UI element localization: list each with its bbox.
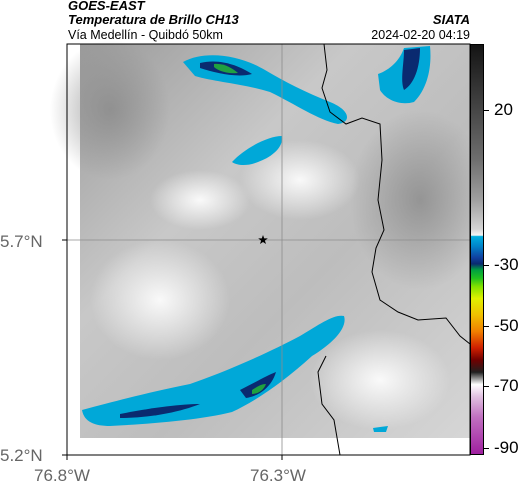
cold-cloud-speck xyxy=(373,426,388,432)
colorbar-label: -70 xyxy=(494,376,519,395)
colorbar-tick xyxy=(484,110,489,111)
route-subtitle: Vía Medellín - Quibdó 50km xyxy=(68,28,223,42)
cold-cloud-northeast-core xyxy=(402,48,420,90)
star-icon xyxy=(258,235,268,244)
colorbar-label: 20 xyxy=(494,100,513,119)
bright-region xyxy=(240,140,360,220)
dark-region xyxy=(350,110,490,290)
satellite-title: GOES-EAST xyxy=(68,0,145,13)
political-border xyxy=(321,43,471,345)
dark-region xyxy=(50,40,170,180)
timestamp: 2024-02-20 04:19 xyxy=(371,28,470,42)
colorbar xyxy=(470,44,484,455)
colorbar-label: -50 xyxy=(494,316,519,335)
lat-label: 5.2°N xyxy=(0,446,43,465)
cold-cloud-south-core xyxy=(120,404,200,418)
colorbar-tick xyxy=(484,265,489,266)
colorbar-label: -90 xyxy=(494,438,519,457)
lon-label: 76.8°W xyxy=(34,466,90,485)
cold-cloud-north-core xyxy=(214,63,238,74)
cold-cloud-south-core xyxy=(252,384,266,394)
org-label: SIATA xyxy=(432,12,470,27)
colorbar-label: -30 xyxy=(494,255,519,274)
cold-cloud-south xyxy=(82,315,345,426)
colorbar-tick xyxy=(484,326,489,327)
bright-region xyxy=(150,170,250,230)
political-border xyxy=(317,355,341,456)
colorbar-tick xyxy=(484,386,489,387)
cold-cloud-south-core xyxy=(240,372,276,398)
bright-region xyxy=(310,330,450,430)
bright-region xyxy=(90,240,230,360)
cold-cloud-small xyxy=(232,136,283,165)
lat-label: 5.7°N xyxy=(0,232,43,251)
colorbar-tick xyxy=(484,448,489,449)
product-title: Temperatura de Brillo CH13 xyxy=(68,12,239,27)
lon-label: 76.3°W xyxy=(250,466,306,485)
